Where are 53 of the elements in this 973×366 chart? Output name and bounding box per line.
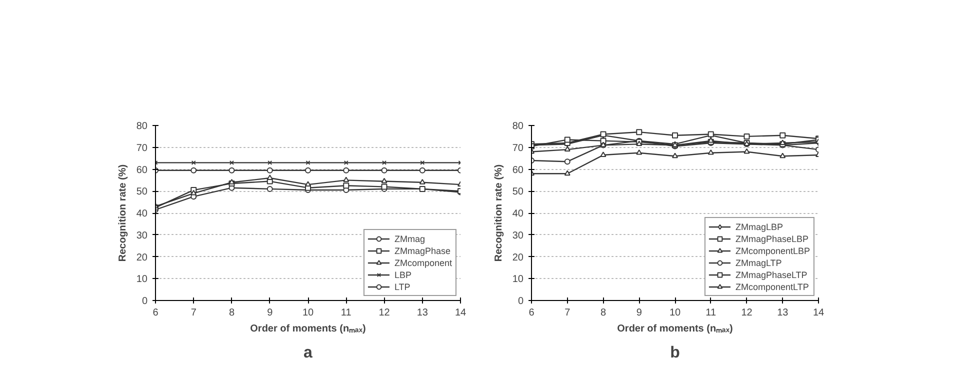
y-tick-label: 70 [136, 142, 148, 154]
legend-label: ZMmagLBP [735, 221, 783, 232]
y-tick-label: 30 [512, 230, 524, 242]
y-tick-label: 0 [142, 296, 148, 307]
legend-label: ZMcomponent [394, 257, 452, 268]
legend-label: ZMmagLTP [735, 257, 782, 268]
y-tick-label: 20 [512, 252, 524, 264]
legend-label: LTP [394, 281, 412, 292]
y-tick-label: 50 [512, 186, 524, 198]
text: b [670, 344, 680, 362]
y-tick-label: 10 [512, 274, 524, 286]
x-tick-label: 9 [636, 308, 642, 318]
legend-label: ZMmagPhaseLTP [735, 269, 808, 280]
legend-label: ZMmagPhaseLBP [735, 233, 808, 244]
y-tick-label: 70 [512, 142, 524, 154]
x-axis-title: Order of moments (nₘₐₓ) [617, 324, 733, 334]
y-tick-label: 40 [512, 208, 524, 220]
y-tick-label: 20 [136, 252, 148, 264]
legend-label: ZMcomponentLBP [735, 245, 810, 256]
x-tick-label: 14 [454, 308, 466, 318]
x-tick-label: 14 [812, 308, 824, 318]
x-tick-label: 12 [741, 308, 753, 318]
x-tick-label: 9 [267, 308, 274, 318]
y-axis-title: Recognition rate (%) [117, 164, 128, 262]
x-tick-label: 13 [416, 308, 428, 318]
y-tick-label: 0 [518, 296, 524, 307]
legend-label: ZMcomponentLTP [735, 281, 809, 292]
legend-label: ZMmagPhase [394, 245, 450, 256]
y-tick-label: 80 [136, 121, 148, 132]
legend-label: ZMmag [394, 233, 425, 244]
x-tick-label: 10 [302, 308, 314, 318]
y-tick-label: 40 [136, 208, 148, 220]
x-tick-label: 10 [669, 308, 681, 318]
y-tick-label: 30 [136, 230, 148, 242]
y-tick-label: 10 [136, 274, 148, 286]
x-tick-label: 11 [706, 308, 717, 318]
x-axis-title: Order of moments (nₘₐₓ) [250, 324, 366, 334]
x-tick-label: 7 [564, 308, 571, 318]
x-tick-label: 6 [152, 308, 159, 318]
x-tick-label: 7 [190, 308, 197, 318]
x-tick-label: 11 [340, 308, 352, 318]
y-tick-label: 50 [136, 186, 148, 198]
text: a [304, 344, 313, 362]
x-tick-label: 13 [777, 308, 789, 318]
y-tick-label: 60 [136, 164, 148, 176]
legend-label: LBP [394, 269, 412, 280]
x-tick-label: 6 [528, 308, 535, 318]
y-axis-title: Recognition rate (%) [493, 164, 504, 262]
y-tick-label: 60 [512, 164, 524, 176]
x-tick-label: 8 [600, 308, 606, 318]
x-tick-label: 8 [228, 308, 235, 318]
x-tick-label: 12 [378, 308, 390, 318]
y-tick-label: 80 [512, 121, 524, 132]
